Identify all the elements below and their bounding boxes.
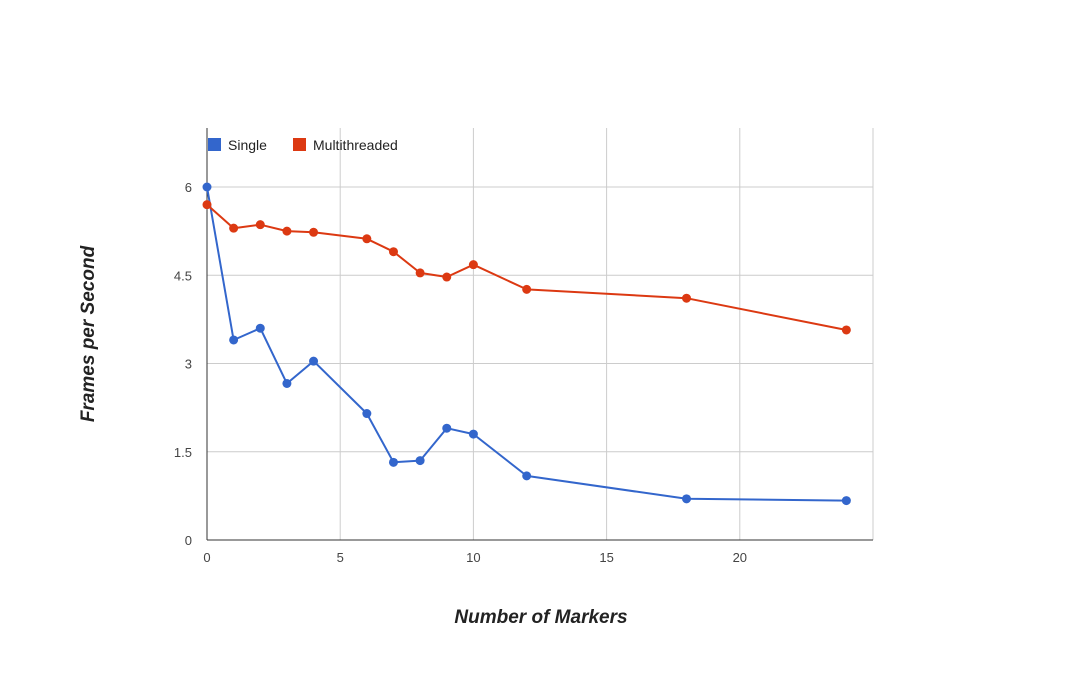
y-axis-title: Frames per Second (78, 245, 99, 422)
data-point[interactable] (309, 227, 319, 237)
data-point[interactable] (841, 496, 851, 506)
series-single (202, 182, 851, 506)
data-point[interactable] (682, 494, 692, 504)
series-line-multithreaded (206, 203, 847, 331)
data-point[interactable] (468, 260, 478, 270)
x-tick-label: 20 (733, 550, 747, 565)
data-point[interactable] (442, 272, 452, 282)
data-point[interactable] (415, 456, 425, 466)
data-point[interactable] (682, 293, 692, 303)
data-point[interactable] (415, 268, 425, 278)
legend-swatch (208, 138, 221, 151)
data-point[interactable] (388, 247, 398, 257)
series-multithreaded (202, 200, 851, 335)
data-point[interactable] (282, 379, 292, 389)
legend-item-single[interactable]: Single (208, 137, 267, 153)
x-tick-label: 5 (337, 550, 344, 565)
data-point[interactable] (229, 335, 239, 345)
axes: 0 1.5 3 4.5 6 0 5 10 15 20 (174, 128, 873, 565)
series-line-single (206, 186, 847, 502)
data-point[interactable] (522, 284, 532, 294)
x-tick-label: 10 (466, 550, 480, 565)
data-point[interactable] (362, 409, 372, 419)
data-point[interactable] (841, 325, 851, 335)
data-point[interactable] (362, 234, 372, 244)
legend: Single Multithreaded (208, 137, 398, 153)
data-point[interactable] (202, 200, 212, 210)
data-point[interactable] (442, 423, 452, 433)
legend-item-multithreaded[interactable]: Multithreaded (293, 137, 398, 153)
data-point[interactable] (255, 220, 265, 230)
y-tick-label: 6 (185, 180, 192, 195)
x-tick-label: 0 (203, 550, 210, 565)
data-point[interactable] (282, 226, 292, 236)
y-tick-label: 1.5 (174, 445, 192, 460)
data-point[interactable] (468, 429, 478, 439)
series-lines (202, 182, 851, 506)
grid-lines (207, 128, 874, 540)
legend-label: Single (228, 137, 267, 153)
data-point[interactable] (202, 182, 212, 192)
data-point[interactable] (388, 457, 398, 467)
y-tick-label: 0 (185, 533, 192, 548)
x-axis-title: Number of Markers (454, 607, 627, 628)
legend-label: Multithreaded (313, 137, 398, 153)
y-tick-label: 4.5 (174, 268, 192, 283)
data-point[interactable] (309, 356, 319, 366)
x-tick-label: 15 (599, 550, 613, 565)
data-point[interactable] (522, 471, 532, 481)
y-tick-label: 3 (185, 357, 192, 372)
data-point[interactable] (255, 323, 265, 333)
data-point[interactable] (229, 223, 239, 233)
legend-swatch (293, 138, 306, 151)
